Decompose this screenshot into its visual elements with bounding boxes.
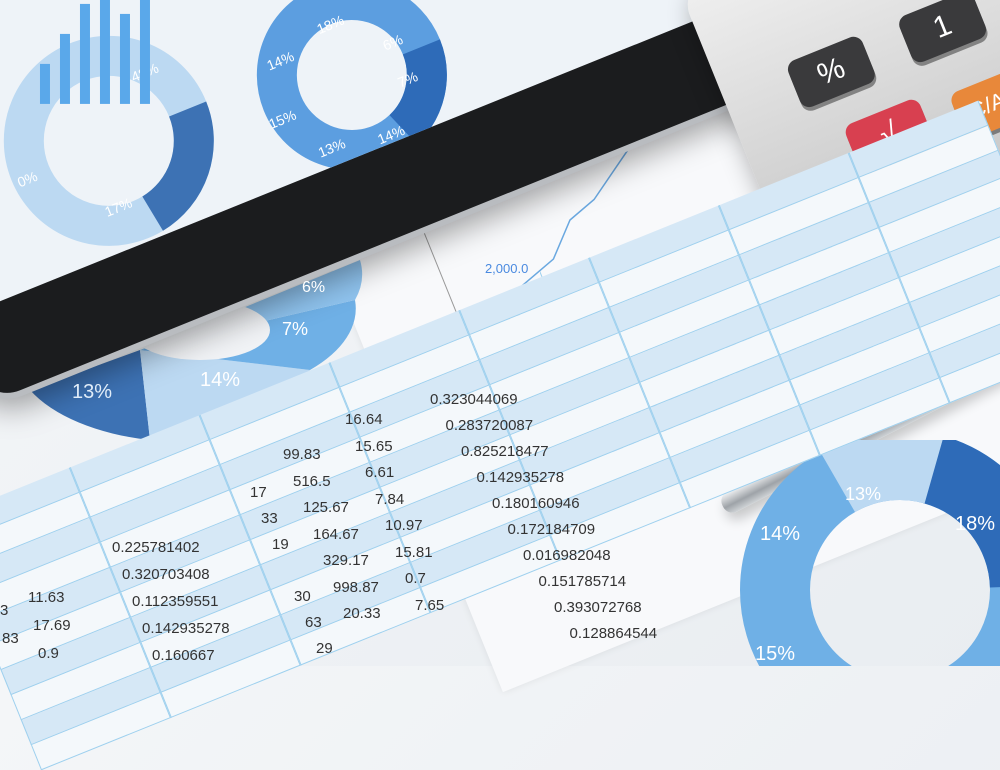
donut-label: 14% bbox=[760, 523, 800, 545]
table-cell: 0.283720087 bbox=[445, 417, 534, 434]
table-cell: 0.160667 bbox=[152, 647, 215, 664]
table-cell: 17 bbox=[250, 484, 267, 501]
table-cell: 16.64 bbox=[345, 411, 383, 428]
table-cell: 29 bbox=[316, 640, 333, 657]
table-cell: 516.5 bbox=[293, 472, 331, 490]
table-cell: 3 bbox=[0, 602, 9, 619]
table-cell: 6.61 bbox=[365, 464, 395, 481]
table-cell: 0.225781402 bbox=[112, 539, 200, 556]
pie-label: 13% bbox=[72, 381, 113, 403]
table-cell: 0.180160946 bbox=[492, 495, 580, 512]
pie-label: 6% bbox=[302, 279, 326, 296]
table-cell: 0.128864544 bbox=[569, 625, 658, 642]
table-cell: 0.172184709 bbox=[507, 521, 596, 538]
table-cell: 7.65 bbox=[415, 596, 445, 614]
table-cell: 0.320703408 bbox=[122, 566, 210, 583]
donut-label: 13% bbox=[845, 484, 881, 504]
table-cell: 329.17 bbox=[323, 552, 369, 569]
table-cell: 125.67 bbox=[303, 499, 349, 516]
y-tick-label: 2,000.0 bbox=[484, 260, 529, 276]
tablet: 18% 6% 7% 14% 13% 15% 14% 17% 48% 0% bbox=[0, 0, 783, 411]
percent-key[interactable]: % bbox=[784, 33, 878, 111]
table-cell: 30 bbox=[294, 588, 311, 605]
donut-label: 0% bbox=[15, 168, 40, 190]
table-cell: 0.825218477 bbox=[461, 443, 549, 460]
table-cell: 15.81 bbox=[395, 543, 433, 561]
donut-label: 15% bbox=[755, 643, 795, 665]
pie-chart bbox=[30, 260, 363, 440]
table-cell: 0.9 bbox=[38, 645, 59, 662]
table-cell: 164.67 bbox=[313, 525, 359, 543]
one-key[interactable]: 1 bbox=[896, 0, 990, 66]
table-cell: 63 bbox=[305, 614, 322, 631]
table-cell: 0.142935278 bbox=[476, 469, 565, 486]
donut-label: 18% bbox=[955, 513, 995, 535]
table-cell: 83 bbox=[2, 630, 19, 647]
donut-label: 6% bbox=[380, 31, 405, 53]
table-cell: 20.33 bbox=[343, 605, 381, 622]
table-cell: 7.84 bbox=[375, 490, 405, 508]
table-cell: 0.7 bbox=[405, 570, 426, 587]
table-cell: 15.65 bbox=[355, 437, 393, 455]
table-cell: 19 bbox=[272, 536, 289, 553]
table-cell: 0.016982048 bbox=[523, 547, 611, 564]
tablet-dashboard: 18% 6% 7% 14% 13% 15% 14% 17% 48% 0% bbox=[3, 0, 447, 246]
table-cell: 0.323044069 bbox=[430, 391, 518, 408]
donut-chart: 13% 18% 14% 15% bbox=[740, 440, 1000, 666]
table-cell: 33 bbox=[261, 510, 278, 527]
table-cell: 0.151785714 bbox=[538, 573, 627, 590]
table-cell: 10.97 bbox=[385, 517, 423, 534]
table-cell: 0.393072768 bbox=[554, 599, 642, 616]
pie-label: 7% bbox=[282, 319, 309, 339]
pie-label: 14% bbox=[200, 369, 241, 391]
table-cell: 11.63 bbox=[28, 589, 65, 606]
table-cell: 0.142935278 bbox=[142, 620, 230, 637]
table-cell: 0.112359551 bbox=[132, 593, 219, 610]
donut-label: 7% bbox=[395, 68, 420, 90]
table-cell: 998.87 bbox=[333, 578, 379, 596]
table-cell: 99.83 bbox=[283, 446, 321, 463]
table-cell: 17.69 bbox=[33, 617, 71, 634]
tablet-screen: 18% 6% 7% 14% 13% 15% 14% 17% 48% 0% bbox=[0, 0, 704, 305]
